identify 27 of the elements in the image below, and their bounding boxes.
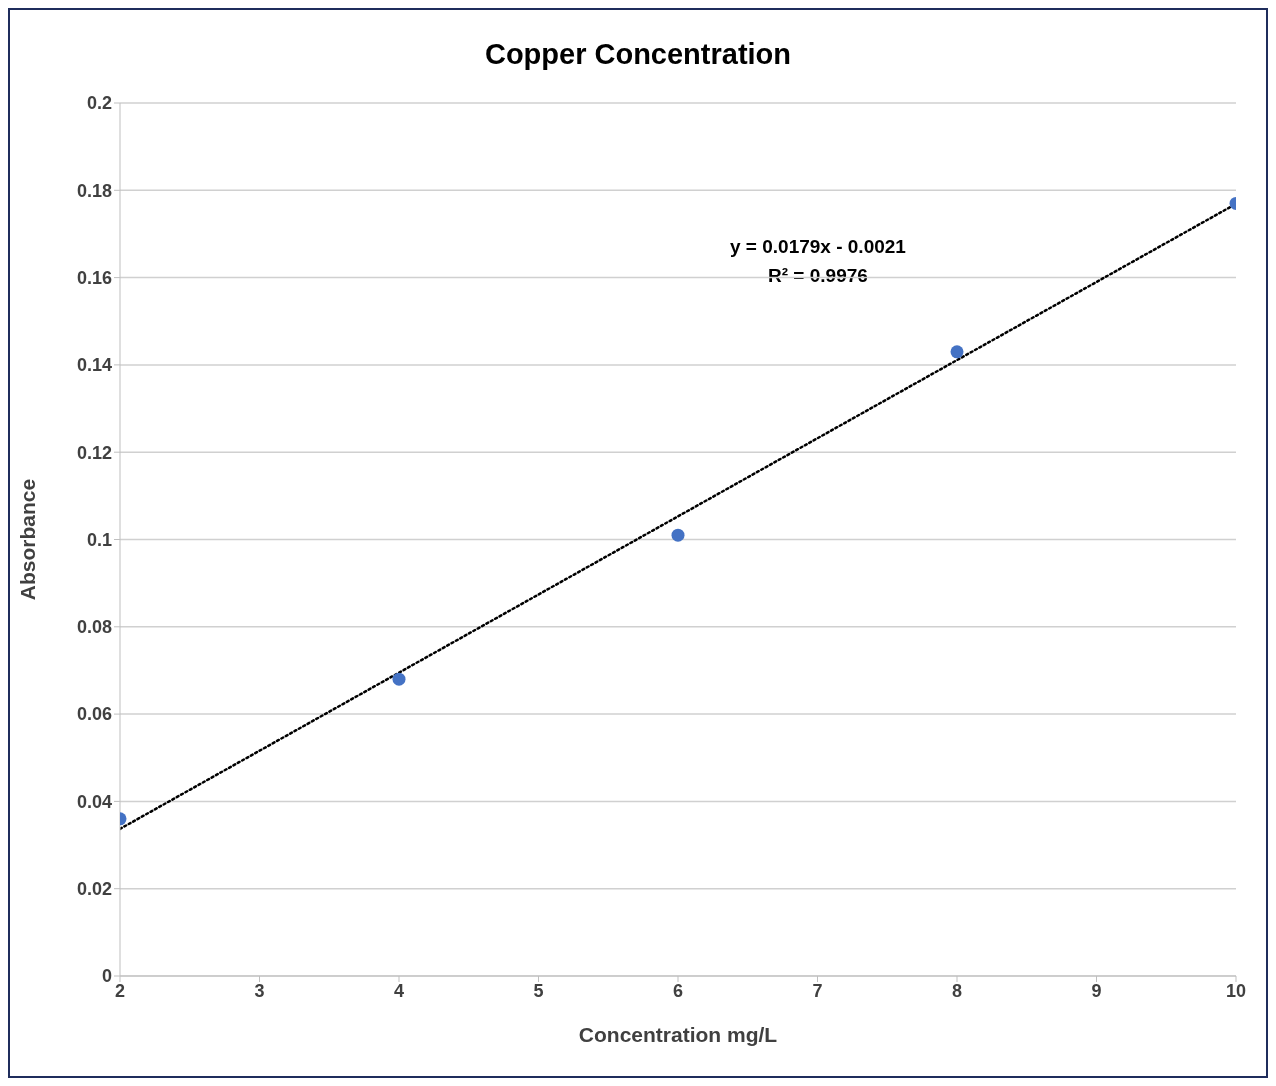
x-tick-label: 7 [812,980,823,1001]
y-tick-label: 0.06 [76,704,112,725]
point [950,345,964,359]
y-tick-label: 0.1 [86,529,112,550]
y-tick-label: 0 [101,966,112,987]
x-axis-title: Concentration mg/L [578,1023,778,1046]
y-tick-label: 0.16 [76,267,112,288]
point [392,672,406,686]
y-tick-label: 0.04 [76,791,112,812]
y-axis-title: Absorbance [16,478,40,601]
x-tick-label: 5 [533,980,544,1001]
x-tick-label: 10 [1225,980,1247,1001]
y-tick-label: 0.14 [76,355,112,376]
x-tick-label: 4 [393,980,405,1001]
y-tick-label: 0.08 [76,617,112,638]
y-tick-label: 0.12 [76,442,112,463]
y-tick-label: 0.02 [76,879,112,900]
x-tick-label: 6 [672,980,684,1001]
annotation: y = 0.0179x - 0.0021 [730,235,906,259]
x-tick-label: 8 [951,980,963,1001]
x-tick-label: 2 [114,980,126,1001]
chart-title: Copper Concentration [483,38,793,71]
x-tick-label: 3 [254,980,265,1001]
y-tick-label: 0.2 [86,93,112,114]
y-tick-label: 0.18 [76,180,112,201]
x-tick-label: 9 [1091,980,1102,1001]
point [671,528,685,542]
